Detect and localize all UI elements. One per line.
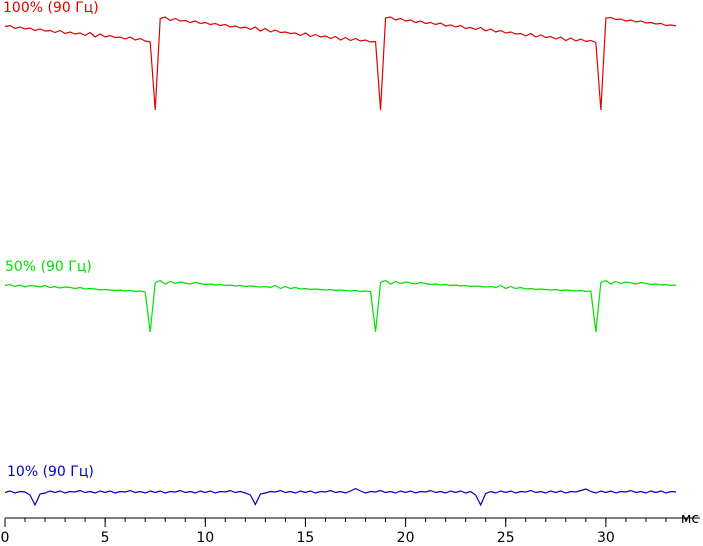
signal-line (4, 16, 677, 111)
x-tick-label: 10 (196, 530, 214, 546)
x-tick-label: 0 (1, 530, 10, 546)
signal-line (4, 279, 677, 333)
x-tick-label: 30 (597, 530, 615, 546)
x-axis-label: мс (681, 511, 699, 527)
x-tick-label: 25 (497, 530, 515, 546)
x-tick-label: 15 (297, 530, 315, 546)
x-tick-label: 5 (101, 530, 110, 546)
legend-label: 10% (90 Гц) (7, 464, 94, 480)
signal-line (4, 487, 677, 507)
x-tick-label: 20 (397, 530, 415, 546)
legend-label: 50% (90 Гц) (5, 259, 92, 275)
legend-label: 100% (90 Гц) (3, 0, 99, 16)
